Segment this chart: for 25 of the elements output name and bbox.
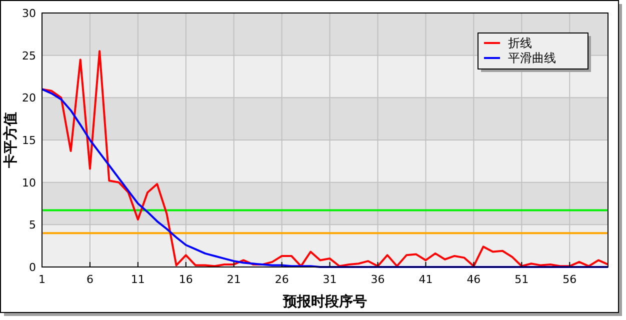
x-tick-label: 1 (38, 273, 46, 286)
line-series (41, 88, 609, 268)
x-tick-label: 56 (562, 273, 577, 286)
y-tick-label: 30 (22, 7, 36, 20)
x-tick-label: 36 (370, 273, 385, 286)
y-axis-title: 卡平方值 (2, 112, 19, 169)
x-tick-label: 41 (418, 273, 433, 286)
line-series (41, 50, 609, 268)
y-tick-label: 5 (29, 218, 36, 232)
y-tick-label: 15 (22, 134, 36, 147)
x-tick-label: 6 (86, 273, 94, 286)
y-tick-label: 20 (22, 92, 36, 105)
legend-label: 折线 (508, 36, 532, 50)
x-axis-title: 预报时段序号 (282, 293, 367, 310)
x-tick-label: 46 (466, 273, 481, 286)
x-tick-label: 51 (514, 273, 529, 286)
x-tick-label: 26 (274, 273, 289, 286)
x-tick-label: 21 (226, 273, 241, 286)
y-tick-label: 10 (22, 176, 36, 190)
x-tick-label: 31 (322, 273, 337, 286)
y-tick-label: 0 (29, 261, 36, 274)
x-tick-label: 16 (178, 273, 193, 286)
y-tick-label: 25 (22, 49, 36, 62)
x-tick-label: 11 (130, 273, 145, 286)
legend-label: 平滑曲线 (508, 51, 556, 65)
